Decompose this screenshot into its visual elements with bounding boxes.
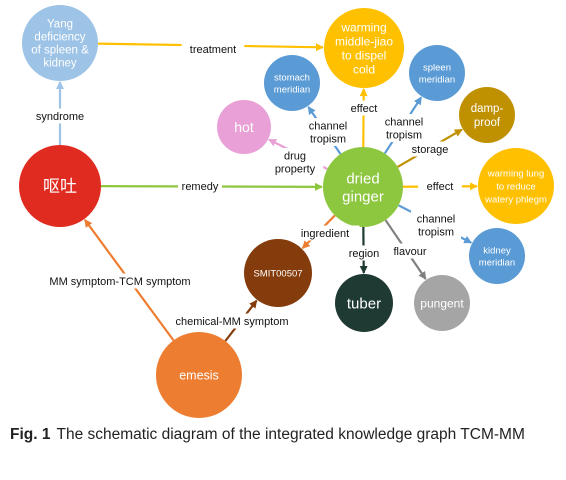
node-label: of spleen & (31, 45, 89, 57)
node-label: middle-jiao (335, 34, 393, 48)
caption-text: The schematic diagram of the integrated … (56, 426, 525, 443)
node-label: SMIT00507 (253, 268, 302, 279)
figure-number: Fig. 1 (10, 426, 51, 443)
edge-label-text: channel (309, 121, 348, 133)
node-label: kidney (43, 58, 76, 70)
figure-caption: Fig. 1 The schematic diagram of the integ… (10, 424, 556, 445)
edge-label-storage: storage (404, 141, 456, 157)
edge-label-text: chemical-MM symptom (175, 316, 288, 328)
edge-label-text: effect (351, 103, 378, 115)
node-label: stomach (274, 72, 310, 83)
node-label: meridian (419, 74, 455, 85)
node-label: watery phlegm (484, 194, 547, 205)
edge-label-effect_up: effect (342, 100, 386, 116)
node-warming-lung: warming lung to reduce watery phlegm (478, 148, 554, 224)
node-hot: hot (217, 100, 271, 154)
edge-label-text: channel (417, 214, 456, 226)
edge-label-ingredient: ingredient (290, 225, 360, 241)
node-label: 呕吐 (43, 177, 77, 196)
node-label: dried (346, 170, 379, 187)
edge-label-text: tropism (386, 130, 422, 142)
node-label: hot (234, 119, 254, 135)
edge-label-flavour: flavour (384, 243, 436, 259)
node-label: to reduce (496, 181, 536, 192)
edge-label-text: region (349, 248, 380, 260)
edge-label-text: drug (284, 151, 306, 163)
node-label: damp- (471, 103, 504, 115)
node-label: warming (340, 20, 386, 34)
node-label: cold (353, 62, 375, 76)
edge-label-text: flavour (393, 246, 426, 258)
edge-label-text: property (275, 164, 316, 176)
node-emesis: emesis (156, 332, 242, 418)
edge-label-text: remedy (182, 181, 219, 193)
edge-label-syndrome: syndrome (31, 108, 89, 124)
edge-label-text: effect (427, 181, 454, 193)
node-label: meridian (479, 257, 515, 268)
node-pungent: pungent (414, 275, 470, 331)
edge-label-layer: treatmentsyndromeremedyeffectchanneltrop… (31, 41, 462, 329)
node-damp: damp-proof (459, 87, 515, 143)
edge-label-text: tropism (310, 134, 346, 146)
edge-label-text: ingredient (301, 228, 349, 240)
node-label: spleen (423, 62, 451, 73)
node-label: to dispel (342, 48, 387, 62)
edge-label-text: treatment (190, 44, 236, 56)
edge-label-remedy: remedy (178, 178, 222, 194)
edge-label-text: syndrome (36, 111, 84, 123)
node-label: pungent (420, 296, 464, 310)
edge-label-chem_mm: chemical-MM symptom (169, 313, 295, 329)
edge-label-region: region (342, 245, 386, 261)
node-label: meridian (274, 84, 310, 95)
edge-label-text: MM symptom-TCM symptom (49, 276, 190, 288)
node-label: emesis (179, 369, 219, 383)
edge-label-text: storage (412, 144, 449, 156)
node-label: warming lung (487, 168, 545, 179)
edge-label-mm_tcm: MM symptom-TCM symptom (47, 273, 193, 289)
node-label: kidney (483, 245, 511, 256)
node-tuber: tuber (335, 274, 393, 332)
edge-label-text: tropism (418, 227, 454, 239)
node-smit: SMIT00507 (244, 239, 312, 307)
node-label: Yang (47, 19, 73, 31)
edge-label-effect_right: effect (418, 178, 462, 194)
edge-label-text: channel (385, 117, 424, 129)
node-label: ginger (342, 188, 384, 205)
node-outu: 呕吐 (19, 145, 101, 227)
node-label: deficiency (34, 32, 85, 44)
node-label: proof (474, 117, 501, 129)
node-label: tuber (347, 295, 381, 312)
edge-label-treatment: treatment (181, 41, 245, 57)
